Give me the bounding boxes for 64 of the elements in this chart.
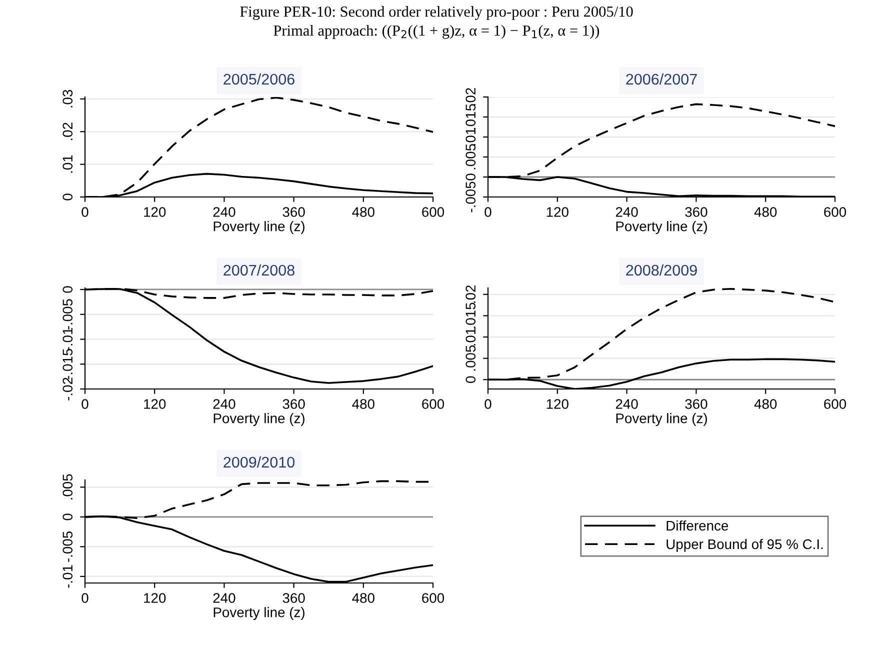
x-tick-label: 600 [422, 593, 444, 603]
x-tick-label: 360 [282, 207, 305, 217]
x-tick-label: 480 [352, 399, 374, 409]
x-tick-label: 360 [282, 593, 305, 603]
x-tick-label: 480 [754, 207, 777, 217]
legend-label: Difference [666, 520, 728, 531]
x-tick-label: 240 [213, 207, 236, 217]
y-tick-label: -.005 [466, 182, 476, 212]
text: Primal approach: ((P$_{2}$((1 + g)z, α = 1) − P$_{1}$(z, α = 1)) [274, 24, 600, 39]
y-tick-label: .02 [466, 285, 476, 303]
x-tick-label: 240 [213, 593, 236, 603]
x-tick-label: 0 [82, 399, 88, 409]
y-tick-label: .005 [466, 345, 476, 371]
y-tick-label: .01 [62, 155, 73, 173]
y-tick-label: -.01 [62, 565, 73, 588]
x-tick-label: 240 [213, 399, 236, 409]
x-tick-label: 0 [82, 207, 88, 217]
y-tick-label: .015 [466, 302, 476, 328]
x-axis-title: Poverty line (z) [616, 221, 707, 234]
x-tick-label: 120 [546, 207, 568, 217]
x-tick-label: 0 [484, 207, 492, 217]
x-tick-label: 480 [352, 207, 374, 217]
y-tick-label: .005 [466, 144, 476, 170]
x-axis-title: Poverty line (z) [214, 607, 304, 620]
x-tick-label: 0 [484, 399, 492, 409]
x-tick-label: 480 [352, 593, 374, 603]
y-tick-label: 0 [62, 194, 73, 200]
x-tick-label: 120 [144, 593, 166, 603]
y-tick-label: .01 [466, 128, 476, 146]
y-tick-label: 0 [62, 514, 73, 520]
chart-title: 2009/2010 [224, 456, 295, 468]
y-tick-label: .015 [466, 104, 476, 130]
x-tick-label: 600 [824, 399, 846, 409]
y-tick-label: 0 [62, 286, 73, 293]
chart-title: 2008/2009 [626, 264, 697, 276]
x-tick-label: 360 [282, 399, 305, 409]
x-tick-label: 240 [616, 399, 638, 409]
legend-label: Upper Bound of 95 % C.I. [666, 538, 823, 552]
x-tick-label: 120 [144, 399, 166, 409]
x-tick-label: 480 [754, 399, 777, 409]
x-tick-label: 120 [144, 207, 166, 217]
x-tick-label: 600 [422, 399, 444, 409]
x-axis-title: Poverty line (z) [214, 413, 304, 426]
x-axis-title: Poverty line (z) [616, 413, 707, 426]
x-tick-label: 360 [685, 399, 708, 409]
y-tick-label: .005 [62, 474, 73, 500]
y-tick-label: 0 [466, 174, 476, 180]
text: Figure PER-10: Second order relatively pro-poor : Peru 2005/10 [240, 6, 633, 20]
x-tick-label: 240 [616, 207, 638, 217]
chart-title: 2007/2008 [224, 264, 294, 276]
x-tick-label: 0 [82, 593, 88, 603]
x-tick-label: 600 [824, 207, 846, 217]
y-tick-label: 0 [466, 376, 476, 383]
chart-title: 2006/2007 [626, 73, 697, 85]
y-tick-label: .02 [466, 88, 476, 106]
y-tick-label: .01 [466, 328, 476, 346]
x-tick-label: 360 [685, 207, 708, 217]
x-tick-label: 120 [546, 399, 568, 409]
y-tick-label: .03 [62, 90, 73, 108]
chart-title: 2005/2006 [224, 73, 294, 85]
x-axis-title: Poverty line (z) [214, 221, 304, 234]
y-tick-label: .02 [62, 122, 73, 140]
x-tick-label: 600 [422, 207, 444, 217]
y-tick-label: -.005 [62, 531, 73, 562]
